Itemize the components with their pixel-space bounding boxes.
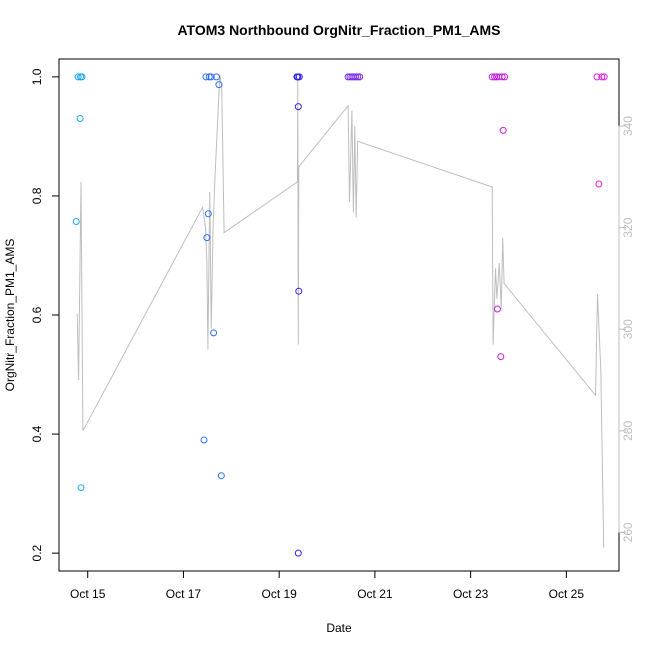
data-point	[593, 73, 601, 81]
data-point	[352, 73, 360, 81]
data-point	[498, 73, 506, 81]
data-point	[78, 73, 86, 81]
data-point	[295, 287, 303, 295]
points-layer	[72, 73, 608, 557]
y-tick-label: 0.2	[30, 544, 44, 561]
series-line	[76, 75, 605, 548]
data-point	[210, 329, 218, 337]
y-right-tick-label: 320	[621, 217, 635, 237]
data-point	[74, 73, 82, 81]
x-tick-label: Oct 19	[261, 587, 297, 601]
chart-title: ATOM3 Northbound OrgNitr_Fraction_PM1_AM…	[177, 22, 500, 38]
x-axis: Oct 15 Oct 17 Oct 19 Oct 21 Oct 23 Oct 25	[70, 570, 585, 601]
data-point	[202, 73, 210, 81]
y-right-tick-label: 280	[621, 420, 635, 440]
data-point	[595, 180, 603, 188]
data-point	[205, 73, 213, 81]
x-tick-label: Oct 23	[453, 587, 489, 601]
x-tick-label: Oct 25	[549, 587, 585, 601]
data-point	[295, 73, 303, 81]
data-point	[204, 210, 212, 218]
x-tick-label: Oct 15	[70, 587, 106, 601]
data-point	[499, 126, 507, 134]
data-point	[76, 115, 84, 122]
y-right-tick-label: 340	[621, 116, 635, 136]
data-point	[598, 73, 606, 81]
y-tick-label: 1.0	[30, 68, 44, 85]
data-point	[488, 73, 496, 81]
y-right-tick-label: 300	[621, 319, 635, 339]
data-point	[356, 73, 364, 81]
data-point	[77, 484, 85, 492]
data-point	[497, 353, 505, 361]
x-tick-label: Oct 17	[166, 587, 202, 601]
data-point	[354, 73, 362, 81]
y-axis-right: 260 280 300 320 340	[618, 116, 635, 542]
y-axis-label: OrgNitr_Fraction_PM1_AMS	[3, 239, 17, 392]
data-point	[493, 305, 501, 313]
data-point	[600, 73, 608, 81]
x-tick-label: Oct 21	[357, 587, 393, 601]
data-point	[203, 234, 211, 242]
data-point	[294, 103, 302, 111]
line-layer	[76, 75, 605, 548]
y-axis: 0.2 0.4 0.6 0.8 1.0	[30, 68, 60, 561]
data-point	[215, 81, 223, 89]
data-point	[491, 73, 499, 81]
data-point	[217, 472, 225, 480]
data-point	[200, 436, 208, 444]
y-tick-label: 0.6	[30, 306, 44, 323]
data-point	[72, 218, 80, 225]
data-point	[207, 73, 215, 81]
data-point	[294, 549, 302, 557]
data-point	[213, 73, 220, 81]
y-right-tick-label: 260	[621, 522, 635, 542]
y-tick-label: 0.4	[30, 425, 44, 442]
x-axis-label: Date	[326, 621, 352, 635]
data-point	[501, 73, 509, 81]
y-tick-label: 0.8	[30, 187, 44, 204]
